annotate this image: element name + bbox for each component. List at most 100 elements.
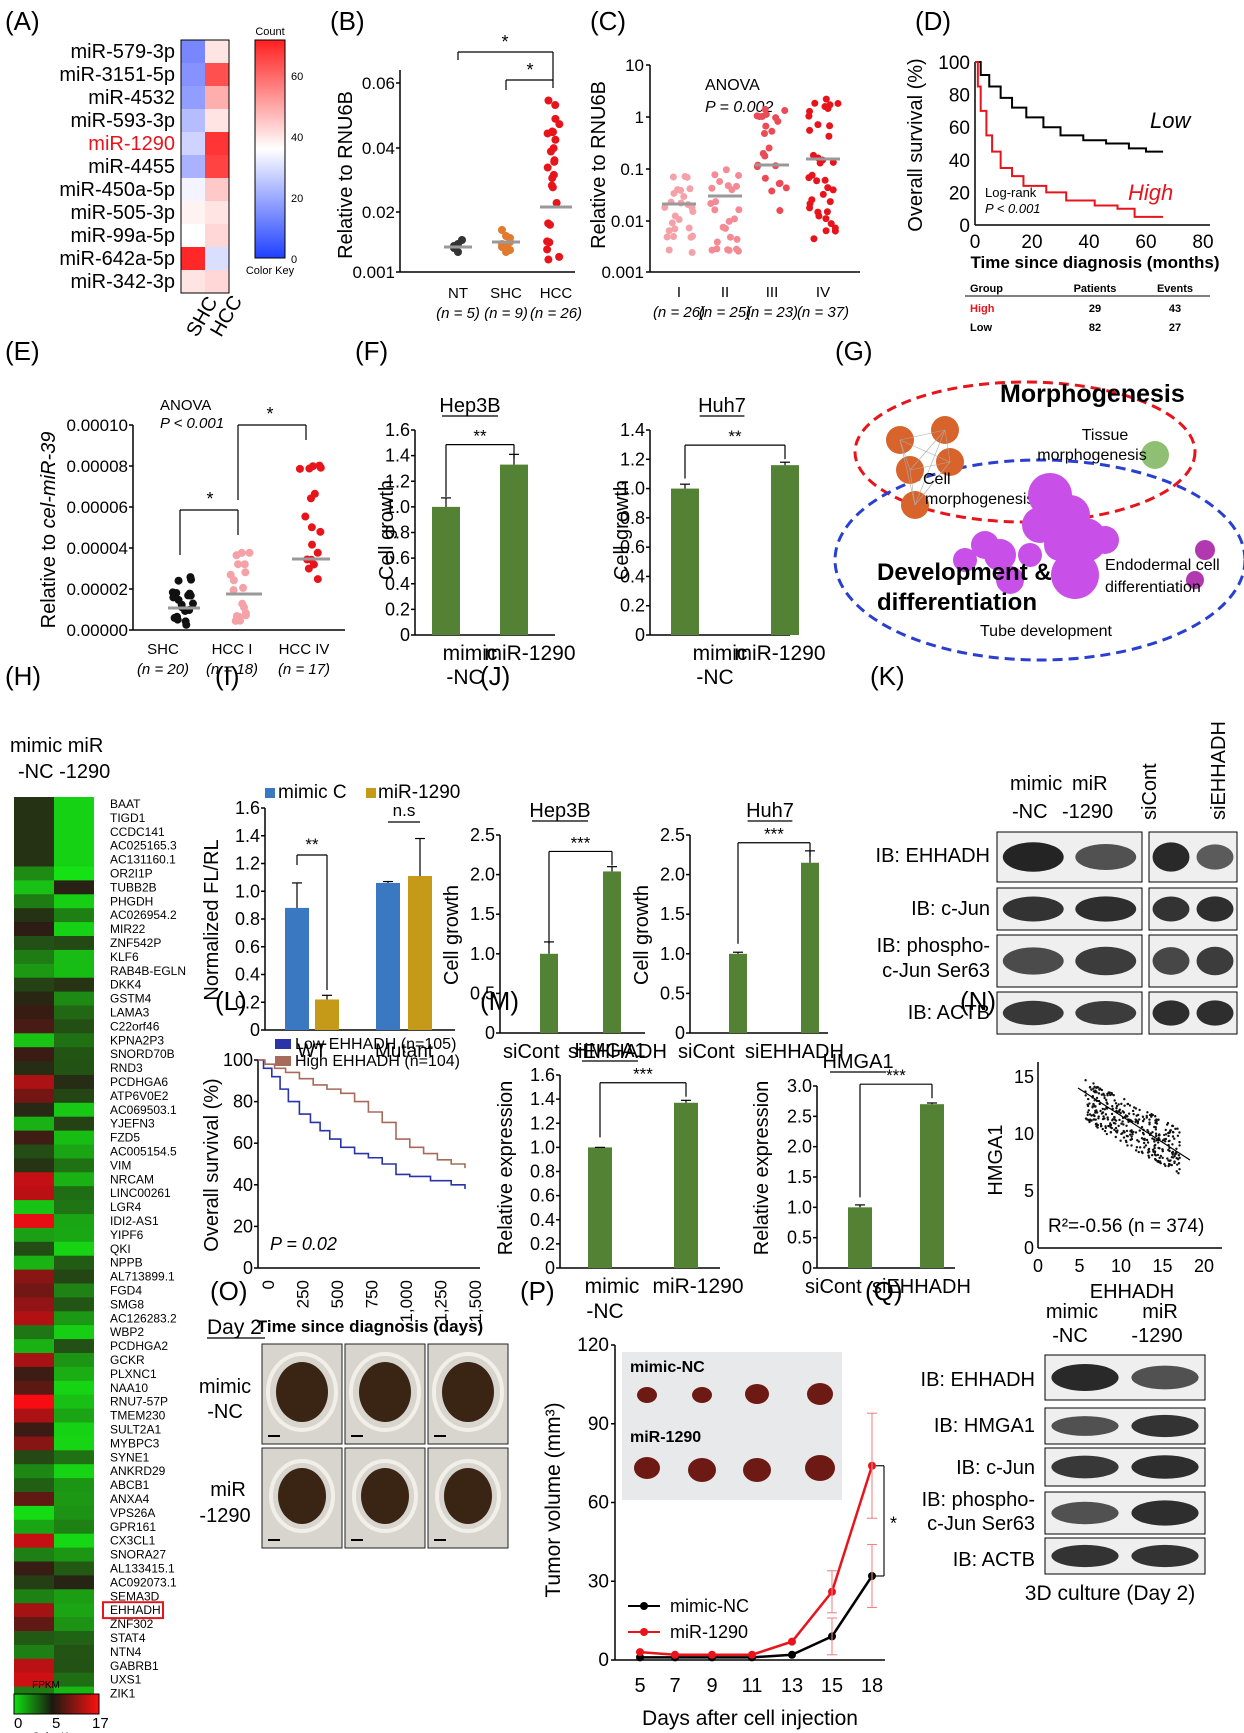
- data-point: [1156, 1141, 1160, 1144]
- data-point: [1092, 1118, 1095, 1121]
- data-point: [1169, 1159, 1172, 1162]
- inset-label-top: mimic-NC: [630, 1359, 705, 1376]
- data-point: [722, 166, 730, 174]
- data-point: [1118, 1109, 1121, 1113]
- data-point: [680, 193, 688, 201]
- data-point: [1106, 1116, 1109, 1119]
- survival-curve-high: [258, 1059, 466, 1169]
- y-tick-label: 30: [588, 1571, 609, 1592]
- x-tick-label: 0: [1033, 1256, 1043, 1276]
- data-point: [1134, 1131, 1138, 1134]
- y-axis-label: Overall survival (%): [201, 1078, 223, 1251]
- significance-stars: ***: [764, 825, 784, 844]
- heatmap-cell: [54, 1255, 94, 1270]
- heatmap-row-label: miR-4532: [88, 87, 175, 109]
- spheroid: [442, 1362, 494, 1422]
- gene-label: ZIK1: [110, 1687, 136, 1701]
- data-point: [1110, 1112, 1114, 1116]
- color-key-tick: 17: [92, 1715, 109, 1732]
- y-tick-label: 40: [233, 1175, 253, 1195]
- network-edge: [909, 469, 916, 506]
- data-point: [1130, 1129, 1133, 1132]
- heatmap-cell: [205, 109, 229, 132]
- data-point: [1158, 1133, 1161, 1136]
- gene-label: GCKR: [110, 1353, 145, 1367]
- heatmap-cell: [14, 824, 54, 840]
- heatmap-cell: [54, 977, 94, 992]
- data-point: [1154, 1134, 1158, 1138]
- network-node-purple: [996, 566, 1024, 594]
- data-point: [686, 185, 694, 193]
- group-n: (n = 18): [206, 661, 258, 678]
- tumor: [634, 1457, 660, 1479]
- data-point: [1171, 1135, 1175, 1138]
- data-point: [1130, 1135, 1133, 1138]
- data-point: [1099, 1122, 1103, 1126]
- data-point: [1126, 1144, 1129, 1147]
- y-tick-label: 0.1: [620, 160, 644, 179]
- network-edge: [944, 429, 951, 463]
- panel-label-c: (C): [590, 6, 626, 36]
- x-label-siehhadh: siEHHADH: [568, 1041, 667, 1063]
- heatmap-cell: [14, 1436, 54, 1451]
- significance-star: *: [526, 60, 533, 80]
- data-point: [1094, 1105, 1097, 1108]
- significance-ns: n.s: [393, 801, 416, 820]
- panel-a-heatmap: miR-579-3pmiR-3151-5pmiR-4532miR-593-3pm…: [59, 26, 303, 341]
- data-point: [810, 235, 818, 243]
- heatmap-cell: [14, 1464, 54, 1479]
- panel-d-survival: 100 80 60 40 20 00 20 40 60 80 Overall survival (%…: [905, 53, 1220, 334]
- gene-label: ZNF542P: [110, 936, 161, 950]
- data-point: [1127, 1112, 1131, 1115]
- heatmap-cell: [14, 1519, 54, 1535]
- heatmap-cell: [14, 1005, 54, 1020]
- y-tick-label: 10: [1014, 1124, 1034, 1144]
- data-point: [1105, 1101, 1108, 1104]
- y-tick-label: 2.5: [470, 825, 495, 845]
- y-tick-label: 0.01: [611, 212, 644, 231]
- data-point: [1172, 1156, 1175, 1159]
- gene-label: AL133415.1: [110, 1562, 175, 1576]
- network-edge: [914, 461, 951, 506]
- heatmap-cell: [54, 1380, 94, 1396]
- data-point: [1175, 1147, 1178, 1150]
- development-title: Development &: [877, 559, 1052, 586]
- heatmap-cell: [54, 1422, 94, 1437]
- data-point: [498, 226, 506, 234]
- y-tick-label: 60: [949, 118, 970, 139]
- data-point: [544, 96, 553, 105]
- heatmap-header-1: mimic miR: [10, 735, 103, 757]
- heatmap-cell: [14, 1325, 54, 1340]
- blot-actb-band: [1051, 1544, 1119, 1568]
- heatmap-cell: [14, 922, 54, 937]
- heatmap-cell: [54, 1214, 94, 1229]
- bar: [432, 506, 460, 635]
- x-tick-label: 18: [861, 1675, 883, 1697]
- data-point: [1111, 1118, 1115, 1121]
- data-point: [1164, 1164, 1167, 1168]
- data-point: [683, 173, 691, 181]
- row-label: mimic: [199, 1376, 251, 1398]
- data-point: [829, 158, 837, 166]
- y-tick-label: 3.0: [787, 1076, 812, 1096]
- data-point: [1104, 1125, 1107, 1128]
- y-tick-label: 0.04: [362, 139, 395, 158]
- x-tick-label: 1,500: [466, 1280, 485, 1323]
- blot-phospho-band: [1002, 947, 1064, 975]
- data-point: [1136, 1113, 1140, 1117]
- y-tick-label: 0: [250, 1020, 260, 1040]
- heatmap-row-label: miR-4455: [88, 156, 175, 178]
- group-n: (n = 5): [436, 305, 480, 322]
- data-point: [555, 120, 564, 129]
- data-point: [1113, 1099, 1116, 1102]
- data-point: [549, 170, 558, 179]
- row-label: IB: phospho-: [877, 935, 990, 957]
- label-tube: Tube development: [980, 623, 1112, 640]
- data-point: [1123, 1104, 1126, 1107]
- y-tick-label: 1.6: [235, 798, 260, 818]
- data-point: [823, 208, 831, 216]
- data-point: [1101, 1127, 1104, 1131]
- heatmap-cell: [14, 1380, 54, 1396]
- blot-cjun-band: [1196, 896, 1234, 922]
